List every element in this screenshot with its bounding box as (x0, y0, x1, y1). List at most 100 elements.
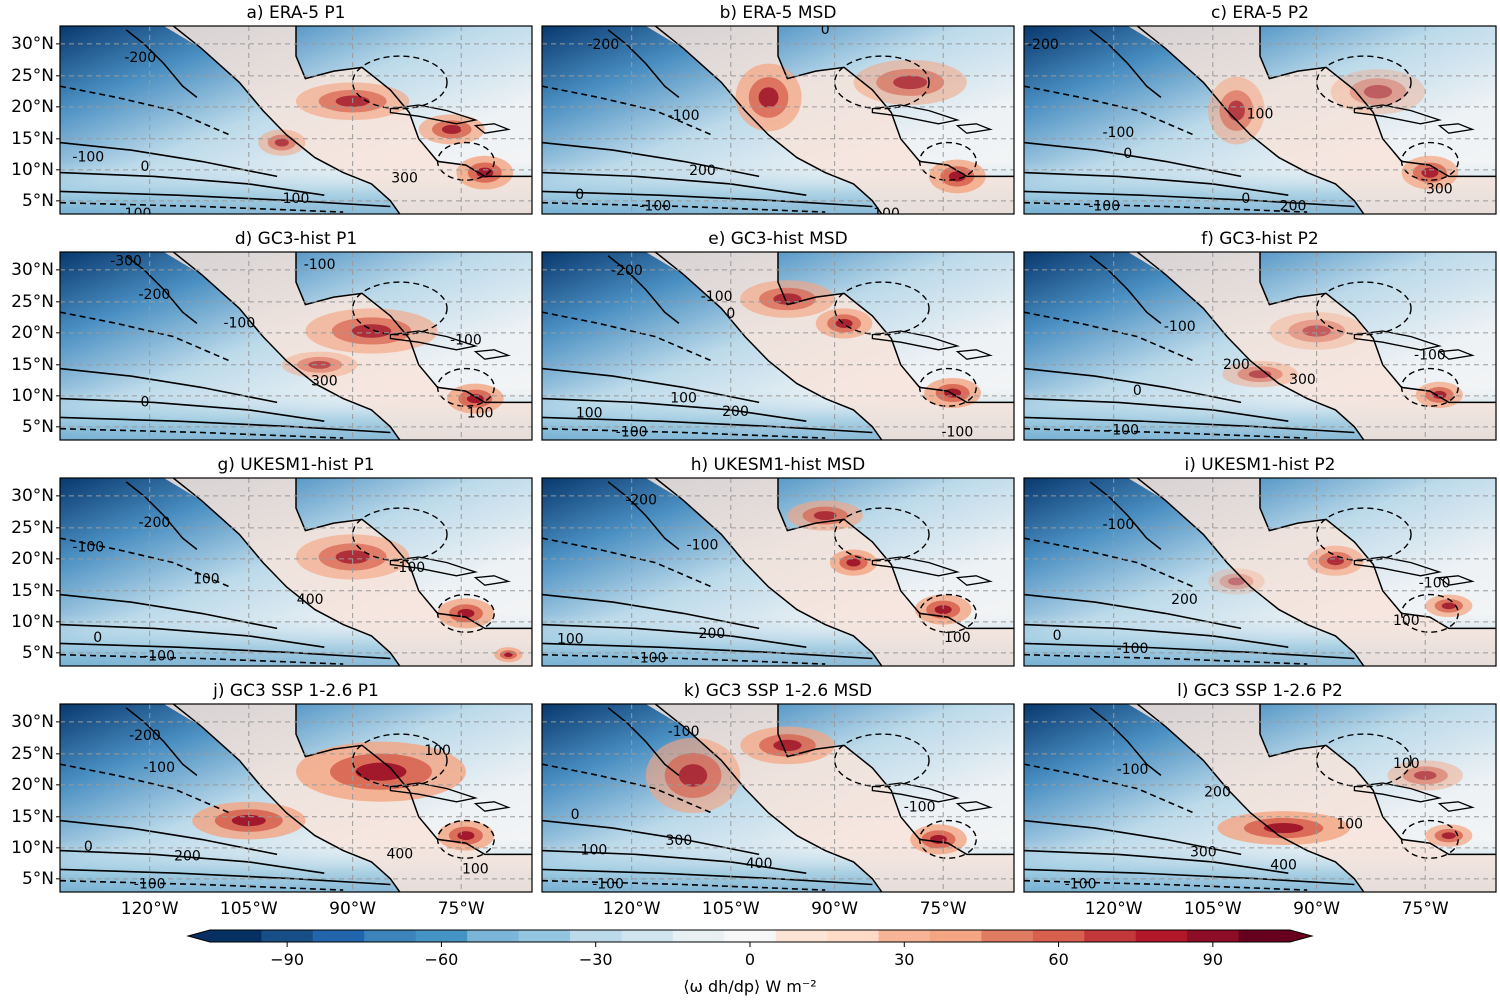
contour-label: 200 (1280, 198, 1307, 214)
lon-tick-label: 75°W (920, 899, 967, 919)
contour-label: 200 (722, 404, 749, 420)
contour-label: -100 (701, 289, 733, 305)
contour-label: 100 (462, 861, 489, 877)
contour-label: -100 (1103, 125, 1135, 141)
panel-title: a) ERA-5 P1 (247, 3, 346, 23)
contour-label: 0 (1053, 628, 1062, 644)
contour-label: 200 (174, 848, 201, 864)
panel-title: d) GC3-hist P1 (235, 229, 357, 249)
contour-label: 300 (1426, 182, 1453, 198)
contour-label: -300 (110, 253, 142, 269)
contour-label: -100 (592, 876, 624, 892)
anomaly-peak (679, 764, 707, 787)
map-panel: -100 100200300400100-100l) GC3 SSP 1-2.6 … (1024, 681, 1496, 919)
anomaly-peak (759, 87, 779, 107)
contour-label: 0 (84, 839, 93, 855)
colorbar-label: ⟨ω dh/dp⟩ W m⁻² (683, 977, 816, 996)
colorbar-segment (1084, 930, 1136, 942)
map-panel: -200-1000100-100 0 200300c) ERA-5 P2 (1024, 3, 1496, 214)
lat-tick-label: 30°N (11, 34, 54, 54)
lon-tick-label: 90°W (1293, 899, 1340, 919)
lat-tick-label: 10°N (11, 386, 54, 406)
colorbar-extend-high (1290, 930, 1312, 942)
contour-label: 300 (1190, 845, 1217, 861)
colorbar-segment (879, 930, 931, 942)
lat-tick-label: 15°N (11, 581, 54, 601)
contour-label: 100 (467, 406, 494, 422)
colorbar-segment (519, 930, 571, 942)
contour-label: 200 (689, 163, 716, 179)
panel-title: f) GC3-hist P2 (1201, 229, 1319, 249)
contour-label: 0 (726, 306, 735, 322)
contour-label: 0 (140, 394, 149, 410)
anomaly-peak (1442, 602, 1456, 609)
colorbar-tick-label: −30 (579, 950, 613, 969)
colorbar-segment (467, 930, 519, 942)
contour-label: -200 (124, 50, 156, 66)
contour-label: -100 (668, 724, 700, 740)
colorbar-segment (313, 930, 365, 942)
panel-title: e) GC3-hist MSD (708, 229, 847, 249)
contour-label: -100 (1065, 876, 1097, 892)
contour-label: -100 (393, 560, 425, 576)
contour-label: 200 (1171, 592, 1198, 608)
contour-label: -100 (1164, 319, 1196, 335)
lat-tick-label: 10°N (11, 160, 54, 180)
colorbar-tick-label: 90 (1203, 950, 1223, 969)
map-panel: -200-1000100-100300a) ERA-5 P130°N25°N20… (11, 3, 532, 222)
colorbar-segment (570, 930, 622, 942)
contour-label: -100 (1103, 517, 1135, 533)
anomaly-peak (893, 76, 927, 90)
anomaly-peak (1442, 832, 1456, 839)
contour-label: -100 (1419, 575, 1451, 591)
contour-label: -200 (1027, 37, 1059, 53)
contour-label: 400 (297, 592, 324, 608)
colorbar-tick-label: −90 (270, 950, 304, 969)
lat-tick-label: 15°N (11, 129, 54, 149)
colorbar-segment (1033, 930, 1085, 942)
contour-label: -100 (639, 198, 671, 214)
colorbar-segment (210, 930, 262, 942)
lat-tick-label: 20°N (11, 775, 54, 795)
lon-tick-label: 75°W (1402, 899, 1449, 919)
contour-label: 0 (93, 630, 102, 646)
contour-label: -200 (611, 263, 643, 279)
colorbar-tick-label: 30 (894, 950, 914, 969)
anomaly-peak (1228, 100, 1245, 120)
contour-label: 0 (140, 159, 149, 175)
colorbar-segment (724, 930, 776, 942)
panel-title: i) UKESM1-hist P2 (1185, 455, 1336, 475)
lat-tick-label: 15°N (11, 355, 54, 375)
contour-label: 100 (944, 630, 971, 646)
anomaly-peak (814, 511, 837, 520)
anomaly-peak (457, 831, 474, 840)
contour-label: 0 (1123, 146, 1132, 162)
colorbar-segment (673, 930, 725, 942)
contour-label: -100 (904, 799, 936, 815)
contour-label: -100 (1088, 198, 1120, 214)
map-panel: -100 0 -100 200 100 -100 i) UKESM1-hist P2 (1024, 455, 1496, 666)
colorbar-segment (261, 930, 313, 942)
map-panel: -200 -100 100 200 -100 100 h) UKESM1-hist MSD (542, 455, 1014, 666)
lat-tick-label: 10°N (11, 612, 54, 632)
contour-label: -100 (635, 650, 667, 666)
lat-tick-label: 30°N (11, 712, 54, 732)
contour-label: 400 (386, 846, 413, 862)
contour-label: -100 (668, 108, 700, 124)
contour-label: 0 (821, 22, 830, 38)
map-panel: -100 0 100 300 400 -100 -100 k) GC3 SSP 1-2.6 M… (542, 681, 1014, 919)
contour-label: 300 (391, 170, 418, 186)
contour-label: 100 (576, 406, 603, 422)
colorbar-segment (416, 930, 468, 942)
lat-tick-label: 5°N (22, 191, 54, 211)
contour-label: -100 (616, 424, 648, 440)
map-panel: -200-10002000-100 100b) ERA-5 MSD (542, 3, 1014, 222)
lat-tick-label: 25°N (11, 518, 54, 538)
map-panel: -300-200-100-1000300-100100d) GC3-hist P… (11, 229, 532, 440)
anomaly-peak (442, 125, 462, 134)
colorbar-segment (930, 930, 982, 942)
contour-label: 100 (1393, 613, 1420, 629)
colorbar-tick-label: 0 (745, 950, 755, 969)
lat-tick-label: 10°N (11, 838, 54, 858)
anomaly-peak (1432, 391, 1446, 399)
